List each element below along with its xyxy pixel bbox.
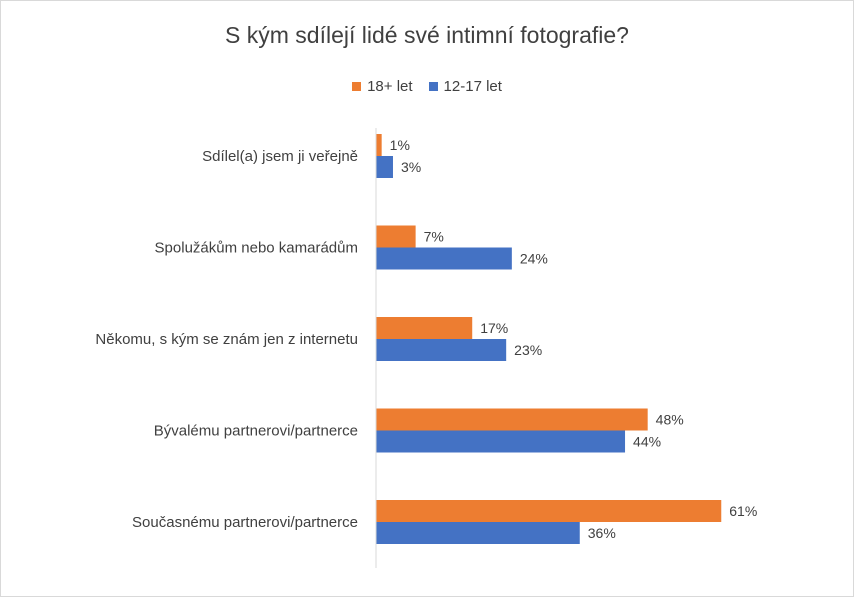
category-label: Současnému partnerovi/partnerce <box>132 514 358 531</box>
chart-title: S kým sdílejí lidé své intimní fotografi… <box>225 22 629 48</box>
category-label: Spolužákům nebo kamarádům <box>155 240 358 257</box>
bar-teens <box>376 522 580 544</box>
chart-legend: 18+ let 12-17 let <box>0 78 854 95</box>
data-label: 24% <box>520 251 548 267</box>
bar-teens <box>376 339 507 361</box>
bar-adults <box>376 500 722 522</box>
data-label: 17% <box>480 320 508 336</box>
legend-item-teens: 12-17 let <box>428 78 502 95</box>
data-label: 36% <box>588 525 616 541</box>
legend-label-teens: 12-17 let <box>443 78 502 95</box>
category-label: Bývalému partnerovi/partnerce <box>154 423 358 440</box>
category-label: Někomu, s kým se znám jen z internetu <box>95 331 358 348</box>
legend-swatch-adults <box>352 82 362 91</box>
data-label: 3% <box>401 159 421 175</box>
bar-adults <box>376 225 416 248</box>
bar-teens <box>376 247 512 270</box>
legend-label-adults: 18+ let <box>367 78 413 95</box>
data-label: 48% <box>656 412 684 428</box>
data-label: 44% <box>633 434 661 450</box>
legend-swatch-teens <box>428 82 438 91</box>
data-label: 61% <box>729 503 757 519</box>
bar-teens <box>376 430 626 453</box>
bar-adults <box>376 134 382 156</box>
bar-adults <box>376 317 473 339</box>
data-label: 7% <box>424 229 444 245</box>
legend-item-adults: 18+ let <box>352 78 413 95</box>
data-label: 1% <box>390 137 410 153</box>
category-label: Sdílel(a) jsem ji veřejně <box>202 148 358 165</box>
bar-adults <box>376 408 648 431</box>
bar-teens <box>376 156 393 178</box>
data-label: 23% <box>514 342 542 358</box>
